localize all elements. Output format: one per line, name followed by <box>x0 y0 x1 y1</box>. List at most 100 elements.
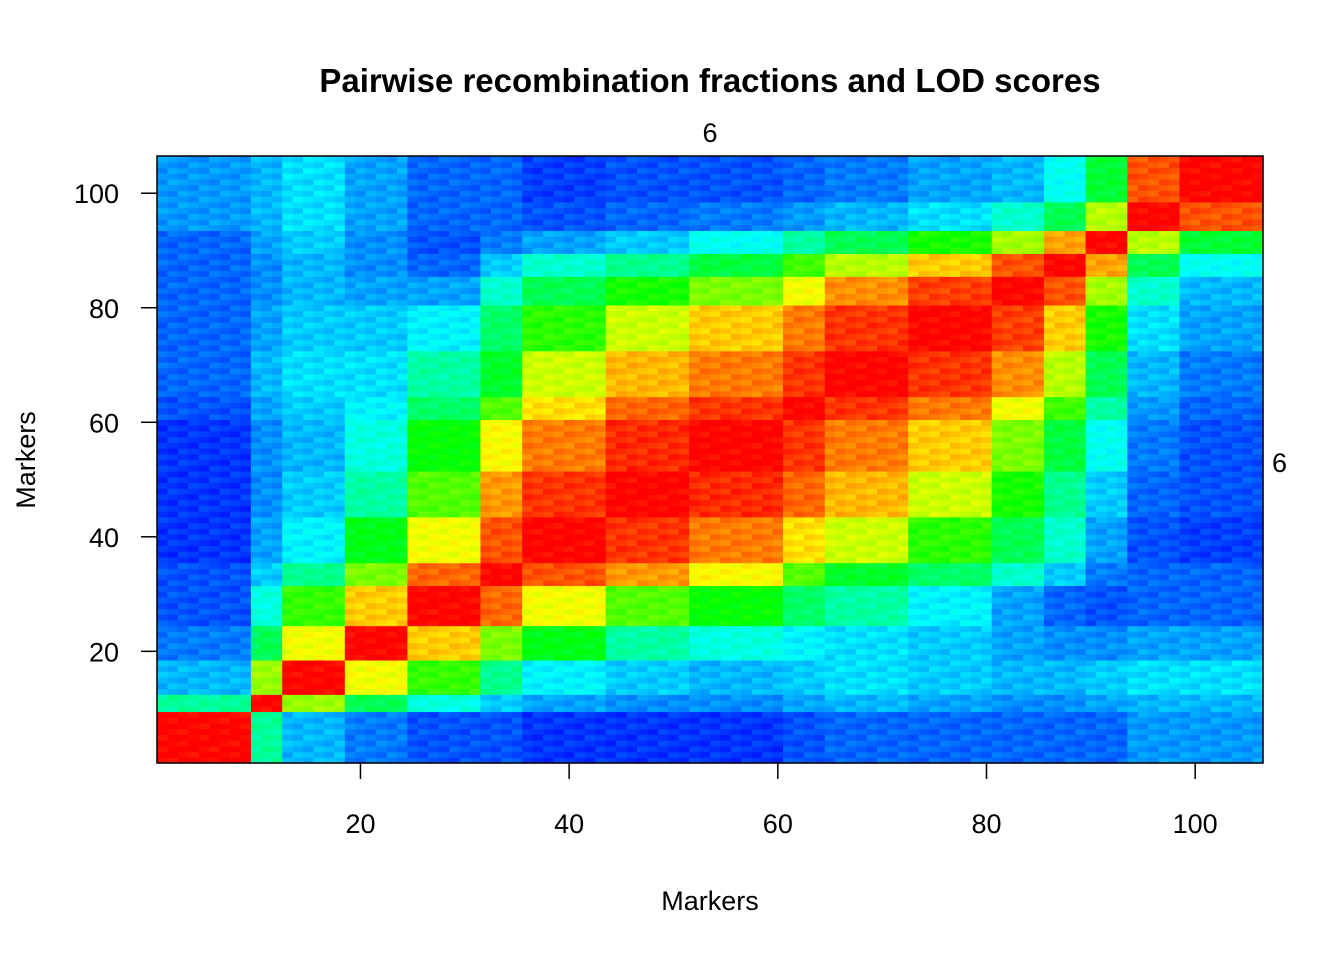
heatmap-cell <box>480 207 492 214</box>
heatmap-cell <box>470 591 482 598</box>
heatmap-cell <box>323 539 335 546</box>
heatmap-cell <box>292 339 304 346</box>
heatmap-cell <box>438 511 450 518</box>
heatmap-cell <box>584 241 596 249</box>
heatmap-cell <box>303 213 315 220</box>
heatmap-cell <box>250 539 262 546</box>
heatmap-cell <box>553 299 565 306</box>
heatmap-cell <box>386 493 398 501</box>
heatmap-cell <box>636 757 648 764</box>
heatmap-cell <box>261 568 273 575</box>
heatmap-cell <box>428 385 440 392</box>
heatmap-cell <box>553 350 565 358</box>
heatmap-cell <box>376 430 388 438</box>
heatmap-cell <box>470 574 482 581</box>
heatmap-cell <box>553 304 565 312</box>
heatmap-cell <box>584 631 596 638</box>
heatmap-cell <box>230 459 242 466</box>
heatmap-cell <box>376 241 388 249</box>
heatmap-cell <box>386 648 398 655</box>
heatmap-cell <box>344 591 356 598</box>
heatmap-cell <box>563 413 575 421</box>
heatmap-cell <box>376 304 388 312</box>
heatmap-cell <box>250 213 262 220</box>
heatmap-cell <box>428 619 440 627</box>
heatmap-cell <box>605 711 617 718</box>
heatmap-cell <box>616 499 628 506</box>
heatmap-cell <box>209 511 221 518</box>
heatmap-cell <box>292 619 304 627</box>
heatmap-cell <box>459 642 471 650</box>
heatmap-cell <box>198 253 210 260</box>
heatmap-cell <box>198 568 210 575</box>
heatmap-cell <box>198 562 210 569</box>
heatmap-cell <box>313 264 325 272</box>
heatmap-cell <box>188 156 200 163</box>
heatmap-cell <box>636 247 648 254</box>
heatmap-cell <box>636 413 648 421</box>
heatmap-cell <box>480 304 492 312</box>
heatmap-cell <box>438 642 450 650</box>
heatmap-cell <box>407 173 419 180</box>
heatmap-cell <box>626 259 638 266</box>
heatmap-cell <box>417 740 429 747</box>
heatmap-cell <box>355 751 367 758</box>
heatmap-cell <box>188 505 200 512</box>
heatmap-cell <box>365 585 377 592</box>
heatmap-cell <box>470 511 482 518</box>
heatmap-cell <box>271 728 283 735</box>
heatmap-cell <box>511 751 523 758</box>
heatmap-cell <box>511 671 523 678</box>
heatmap-cell <box>261 654 273 661</box>
heatmap-cell <box>177 751 189 758</box>
heatmap-cell <box>584 350 596 358</box>
heatmap-cell <box>396 322 409 329</box>
heatmap-cell <box>522 522 534 529</box>
heatmap-cell <box>605 407 617 415</box>
heatmap-cell <box>417 694 429 701</box>
heatmap-cell <box>282 614 294 621</box>
heatmap-cell <box>282 465 294 472</box>
heatmap-cell <box>271 717 283 724</box>
heatmap-cell <box>574 734 586 741</box>
heatmap-cell <box>636 562 648 569</box>
heatmap-cell <box>292 682 304 690</box>
heatmap-cell <box>344 682 356 690</box>
heatmap-cell <box>365 436 377 443</box>
heatmap-cell <box>261 281 273 289</box>
heatmap-cell <box>438 156 450 163</box>
heatmap-cell <box>313 705 325 713</box>
heatmap-cell <box>574 333 586 340</box>
heatmap-cell <box>595 728 607 735</box>
heatmap-cell <box>522 539 534 546</box>
heatmap-cell <box>292 459 304 466</box>
heatmap-cell <box>344 482 356 489</box>
heatmap-cell <box>490 173 502 180</box>
heatmap-cell <box>365 413 377 421</box>
heatmap-cell <box>157 637 169 644</box>
heatmap-cell <box>501 568 513 575</box>
heatmap-cell <box>157 224 169 232</box>
heatmap-cell <box>563 562 575 569</box>
heatmap-cell <box>501 493 513 501</box>
heatmap-cell <box>386 425 398 432</box>
heatmap-cell <box>167 568 179 575</box>
heatmap-cell <box>584 677 596 684</box>
heatmap-cell <box>271 322 283 329</box>
heatmap-cell <box>313 276 325 283</box>
heatmap-cell <box>271 499 283 506</box>
heatmap-cell <box>626 671 638 678</box>
heatmap-cell <box>292 178 304 186</box>
heatmap-cell <box>271 539 283 546</box>
heatmap-cell <box>616 196 628 203</box>
heatmap-cell <box>240 568 252 575</box>
heatmap-cell <box>407 700 419 707</box>
heatmap-cell <box>157 362 169 369</box>
heatmap-cell <box>209 568 221 575</box>
heatmap-cell <box>261 734 273 741</box>
heatmap-cell <box>167 533 179 541</box>
heatmap-cell <box>303 717 315 724</box>
heatmap-cell <box>543 236 555 243</box>
heatmap-cell <box>334 700 346 707</box>
heatmap-cell <box>334 425 346 432</box>
